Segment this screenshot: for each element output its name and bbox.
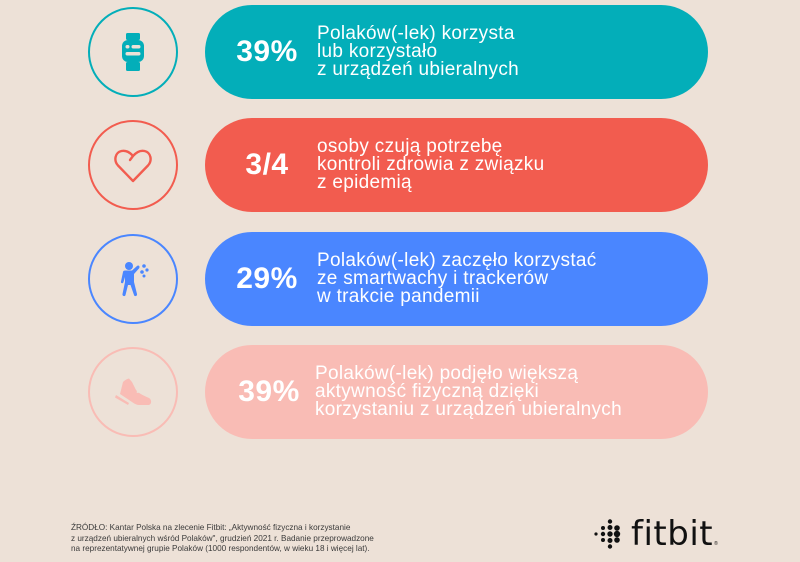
heart-icon (114, 149, 152, 183)
stat-pill: 29% Polaków(-lek) zaczęło korzystać ze s… (205, 232, 708, 326)
fitbit-dots-icon (594, 519, 621, 549)
stat-pill: 39% Polaków(-lek) podjęło większą aktywn… (205, 345, 708, 439)
stat-description: Polaków(-lek) podjęło większą aktywność … (315, 363, 622, 420)
running-shoe-icon (115, 378, 152, 405)
icon-circle (88, 234, 178, 324)
stat-pill: 39% Polaków(-lek) korzysta lub korzystał… (205, 5, 708, 99)
fitbit-wordmark: fitbit (631, 514, 714, 554)
stat-row-health-control: 3/4 osoby czują potrzebę kontroli zdrowi… (0, 118, 800, 212)
stat-row-physical-activity: 39% Polaków(-lek) podjęło większą aktywn… (0, 345, 800, 439)
stat-row-wearables-usage: 39% Polaków(-lek) korzysta lub korzystał… (0, 5, 800, 99)
stat-value: 39% (236, 35, 298, 68)
person-coughing-icon (120, 262, 149, 297)
source-note: ŹRÓDŁO: Kantar Polska na zlecenie Fitbit… (71, 523, 374, 553)
icon-circle (88, 347, 178, 437)
stat-description: Polaków(-lek) korzysta lub korzystało z … (317, 23, 519, 80)
stat-value: 3/4 (245, 148, 289, 181)
smartwatch-icon (122, 33, 144, 71)
stat-value: 39% (238, 375, 300, 408)
stat-value: 29% (236, 262, 298, 295)
icon-circle (88, 7, 178, 97)
stat-description: Polaków(-lek) zaczęło korzystać ze smart… (317, 250, 597, 307)
stat-description: osoby czują potrzebę kontroli zdrowia z … (317, 136, 545, 193)
fitbit-logo: fitbit ® (590, 517, 718, 551)
stat-pill: 3/4 osoby czują potrzebę kontroli zdrowi… (205, 118, 708, 212)
registered-mark: ® (714, 541, 718, 547)
stat-row-smartwatch-pandemic: 29% Polaków(-lek) zaczęło korzystać ze s… (0, 232, 800, 326)
icon-circle (88, 120, 178, 210)
